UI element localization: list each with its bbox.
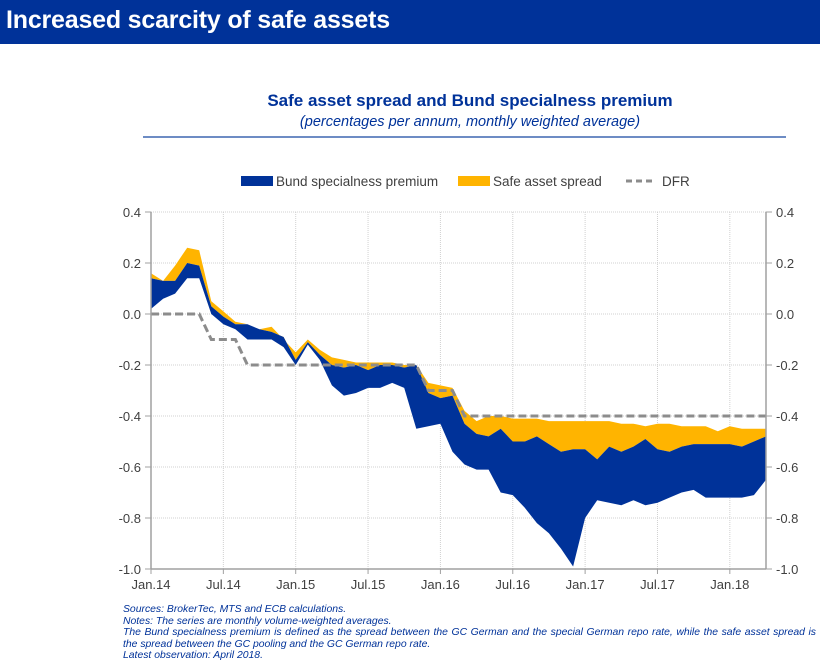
y-tick-label-right: 0.0 [776,307,794,322]
y-tick-label-right: -1.0 [776,562,798,577]
x-tick-label: Jan.16 [421,577,460,592]
y-tick-label-right: 0.4 [776,205,794,220]
y-tick-label-left: -0.4 [119,409,141,424]
y-tick-label-left: 0.4 [123,205,141,220]
y-tick-label-left: -0.2 [119,358,141,373]
slide-title: Increased scarcity of safe assets [6,6,390,34]
legend-swatch-bund [241,176,273,186]
definition-note: The Bund specialness premium is defined … [123,627,816,650]
y-tick-label-left: -1.0 [119,562,141,577]
legend-label-safe-asset: Safe asset spread [493,174,602,189]
chart-notes: Sources: BrokerTec, MTS and ECB calculat… [123,604,816,662]
y-tick-label-right: 0.2 [776,256,794,271]
methodology-note: Notes: The series are monthly volume-wei… [123,615,392,627]
x-tick-label: Jan.15 [276,577,315,592]
y-tick-label-left: 0.0 [123,307,141,322]
axes: 0.4 0.4 0.2 0.2 0.0 0.0 -0.2 -0.2 -0.4 -0.4 -0.6 -0… [119,205,799,592]
y-tick-label-left: -0.8 [119,511,141,526]
y-tick-label-right: -0.8 [776,511,798,526]
x-tick-label: Jan.14 [131,577,170,592]
legend-label-dfr: DFR [662,174,690,189]
legend-swatch-safe-asset [458,176,490,186]
safe-asset-spread-area [151,247,766,460]
dfr-line [151,312,766,418]
chart-subtitle: (percentages per annum, monthly weighted… [299,114,641,130]
sources-note: Sources: BrokerTec, MTS and ECB calculat… [123,604,347,615]
y-tick-label-right: -0.6 [776,460,798,475]
y-tick-label-right: -0.4 [776,409,798,424]
x-tick-label: Jan.18 [710,577,749,592]
chart-areas [151,247,766,567]
y-tick-label-left: 0.2 [123,256,141,271]
y-tick-label-left: -0.6 [119,460,141,475]
gridlines [151,211,766,569]
x-tick-label: Jul.17 [640,577,675,592]
x-tick-label: Jul.15 [351,577,386,592]
x-tick-label: Jul.16 [495,577,530,592]
chart-title: Safe asset spread and Bund specialness p… [267,91,673,110]
title-divider [143,136,786,138]
y-tick-label-right: -0.2 [776,358,798,373]
dfr-series [151,312,766,418]
x-tick-label: Jul.14 [206,577,241,592]
latest-observation-note: Latest observation: April 2018. [123,650,263,662]
slide-header: Increased scarcity of safe assets [0,0,820,44]
legend: Bund specialness premium Safe asset sprea… [241,174,690,189]
bund-specialness-premium-area [151,263,766,567]
x-tick-label: Jan.17 [566,577,605,592]
legend-label-bund: Bund specialness premium [276,174,438,189]
